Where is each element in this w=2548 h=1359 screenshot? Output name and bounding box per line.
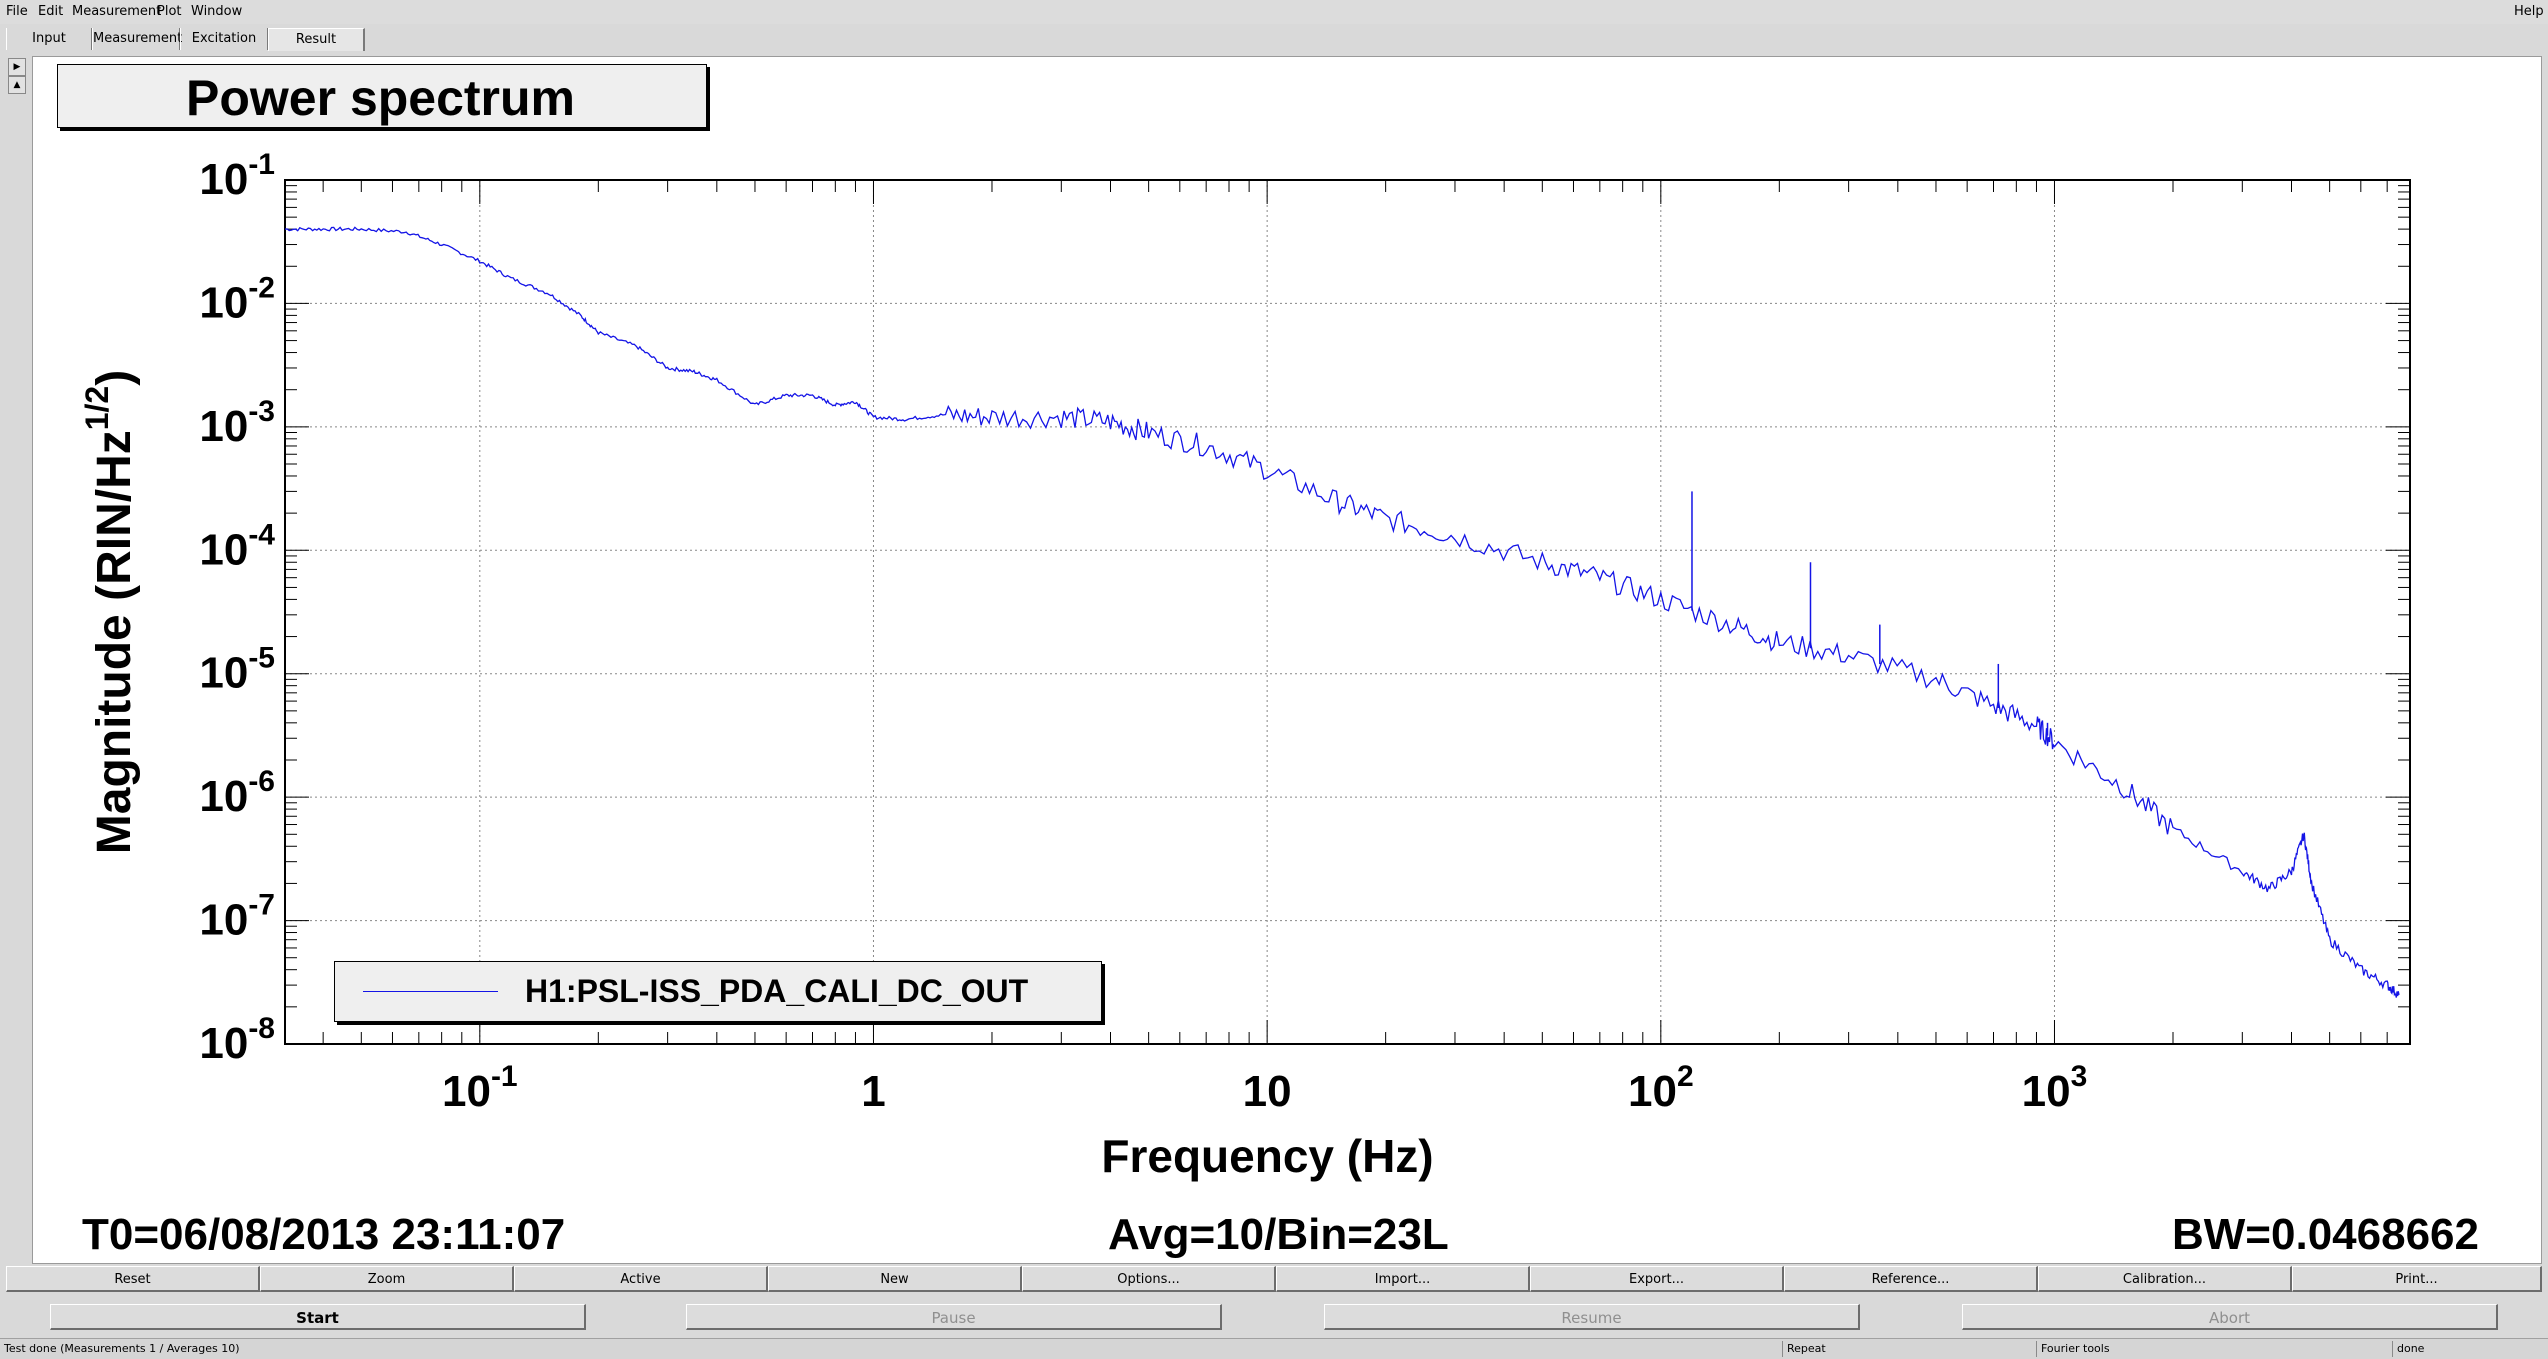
y-tick-label-base: 10 <box>199 772 248 821</box>
x-tick-label-base: 1 <box>861 1067 885 1116</box>
x-tick-label-base: 10 <box>2022 1067 2071 1116</box>
plot-buttons-row: Reset Zoom Active New Options... Import.… <box>6 1266 2542 1292</box>
y-tick-label-exp: -6 <box>248 765 275 798</box>
collapse-arrow-icon[interactable]: ▲ <box>8 76 26 94</box>
legend-series-swatch <box>363 991 498 992</box>
plot-title: Power spectrum <box>186 70 576 126</box>
tab-result[interactable]: Result <box>268 28 365 51</box>
tab-bar: Input Measurement Excitation Result <box>0 24 2548 54</box>
export-button[interactable]: Export... <box>1530 1266 1784 1292</box>
y-tick-label-base: 10 <box>199 649 248 698</box>
x-tick-label: 1 <box>861 1067 885 1116</box>
y-tick-label-base: 10 <box>199 402 248 451</box>
y-tick-label: 10-8 <box>199 1012 275 1068</box>
x-tick-label: 10-1 <box>442 1060 518 1116</box>
y-axis-title-main: Magnitude (RIN/Hz <box>88 430 141 854</box>
x-tick-label-base: 10 <box>442 1067 491 1116</box>
y-tick-label: 10-6 <box>199 765 275 821</box>
y-tick-label-base: 10 <box>199 155 248 204</box>
y-tick-label: 10-4 <box>199 518 275 574</box>
y-axis-title: Magnitude (RIN/Hz1/2) <box>79 370 141 854</box>
y-tick-label-exp: -1 <box>248 148 275 181</box>
plot-canvas <box>32 56 2542 1264</box>
y-tick-label-base: 10 <box>199 1019 248 1068</box>
y-axis-title-exp: 1/2 <box>79 386 115 430</box>
series-layer <box>284 226 2400 998</box>
y-axis-title-close: ) <box>88 370 141 386</box>
menu-file[interactable]: File <box>6 4 28 19</box>
x-tick-label: 10 <box>1243 1067 1292 1116</box>
y-tick-label: 10-1 <box>199 148 275 204</box>
active-button[interactable]: Active <box>514 1266 768 1292</box>
menu-window[interactable]: Window <box>191 4 243 19</box>
y-tick-label-exp: -2 <box>248 271 275 304</box>
y-tick-label: 10-7 <box>199 889 275 945</box>
y-tick-label-exp: -8 <box>248 1012 275 1045</box>
legend-series-label: H1:PSL-ISS_PDA_CALI_DC_OUT <box>525 973 1029 1009</box>
plot-frame <box>284 179 2411 1045</box>
x-tick-label-exp: 3 <box>2071 1060 2088 1093</box>
status-bar: Test done (Measurements 1 / Averages 10)… <box>0 1338 2548 1359</box>
ticks-layer <box>285 180 2411 1045</box>
legend-box: H1:PSL-ISS_PDA_CALI_DC_OUT <box>334 961 1102 1022</box>
x-tick-label-base: 10 <box>1243 1067 1292 1116</box>
status-tools: Fourier tools <box>2036 1341 2392 1357</box>
y-tick-label-base: 10 <box>199 896 248 945</box>
y-tick-label-exp: -7 <box>248 889 275 922</box>
menu-edit[interactable]: Edit <box>38 4 64 19</box>
resume-button[interactable]: Resume <box>1324 1304 1860 1330</box>
y-tick-label-base: 10 <box>199 525 248 574</box>
import-button[interactable]: Import... <box>1276 1266 1530 1292</box>
y-tick-label: 10-2 <box>199 271 275 327</box>
abort-button[interactable]: Abort <box>1962 1304 2498 1330</box>
menu-plot[interactable]: Plot <box>157 4 182 19</box>
zoom-button[interactable]: Zoom <box>260 1266 514 1292</box>
status-state: done <box>2392 1341 2548 1357</box>
status-message: Test done (Measurements 1 / Averages 10) <box>4 1342 240 1355</box>
start-button[interactable]: Start <box>50 1304 586 1330</box>
y-tick-label: 10-3 <box>199 395 275 451</box>
y-tick-label-base: 10 <box>199 278 248 327</box>
options-button[interactable]: Options... <box>1022 1266 1276 1292</box>
x-tick-label-base: 10 <box>1628 1067 1677 1116</box>
y-tick-label: 10-5 <box>199 642 275 698</box>
new-button[interactable]: New <box>768 1266 1022 1292</box>
y-tick-label-exp: -4 <box>248 518 275 551</box>
x-axis-title: Frequency (Hz) <box>1101 1130 1433 1182</box>
grid-layer <box>285 180 2410 1044</box>
bandwidth-label: BW=0.0468662 <box>2172 1210 2479 1259</box>
expand-arrow-icon[interactable]: ▶ <box>8 58 26 76</box>
x-tick-label-exp: 2 <box>1677 1060 1694 1093</box>
calibration-button[interactable]: Calibration... <box>2038 1266 2292 1292</box>
pause-button[interactable]: Pause <box>686 1304 1222 1330</box>
x-tick-label-exp: -1 <box>491 1060 518 1093</box>
avg-bin-label: Avg=10/Bin=23L <box>1108 1210 1449 1259</box>
print-button[interactable]: Print... <box>2292 1266 2542 1292</box>
reference-button[interactable]: Reference... <box>1784 1266 2038 1292</box>
menu-help[interactable]: Help <box>2514 4 2544 19</box>
spectrum-line <box>284 226 2400 998</box>
x-tick-label: 102 <box>1628 1060 1694 1116</box>
t0-label: T0=06/08/2013 23:11:07 <box>82 1210 566 1259</box>
reset-button[interactable]: Reset <box>6 1266 260 1292</box>
y-tick-label-exp: -3 <box>248 395 275 428</box>
y-tick-label-exp: -5 <box>248 642 275 675</box>
plot-title-box: Power spectrum <box>57 64 707 128</box>
status-repeat: Repeat <box>1782 1341 2036 1357</box>
x-tick-label: 103 <box>2022 1060 2088 1116</box>
label-layer: 10-110-210-310-410-510-610-710-810-1 1 10 1… <box>79 148 2087 1182</box>
menu-measurement[interactable]: Measurement <box>72 4 162 19</box>
